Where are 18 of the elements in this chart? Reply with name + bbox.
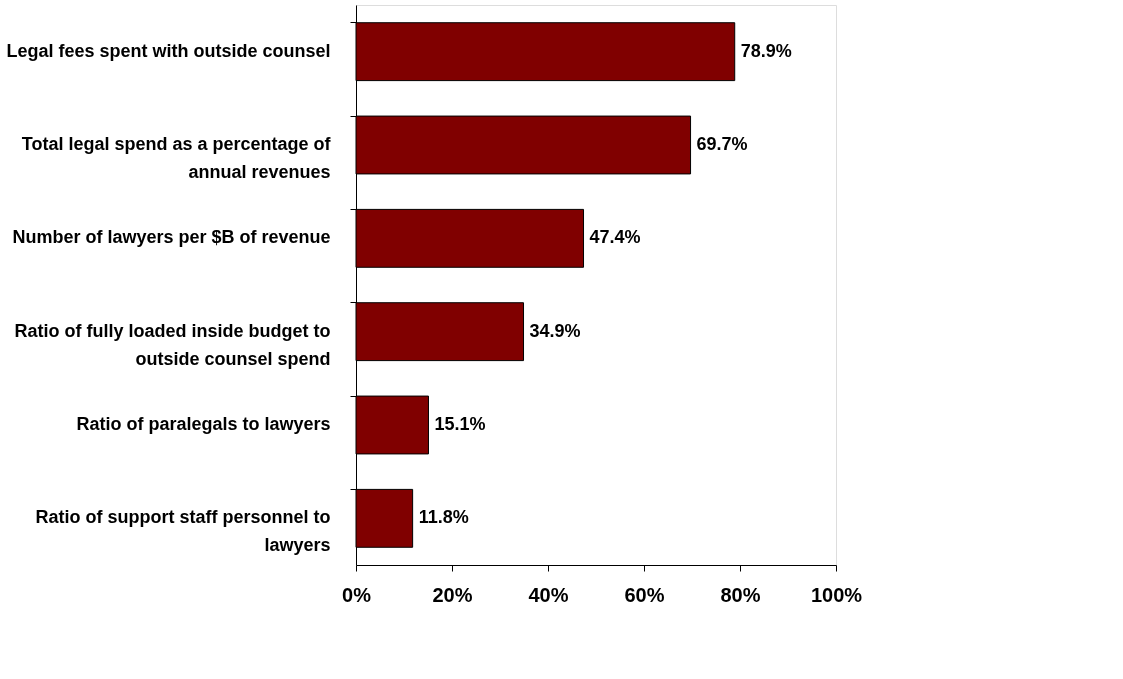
x-tick-label: 100% xyxy=(810,583,863,606)
y-tick-label: Ratio of fully loaded inside budget to outside counsel spend xyxy=(14,320,331,369)
y-tick-label: Number of lawyers per $B of revenue xyxy=(12,227,331,248)
data-label: 78.9% xyxy=(740,40,792,61)
y-tick-label: Total legal spend as a percentage of annual revenues xyxy=(21,134,332,182)
data-label: 69.7% xyxy=(696,134,748,154)
x-tick-label: 0% xyxy=(342,583,372,606)
x-tick-label: 60% xyxy=(624,583,665,606)
data-label: 47.4% xyxy=(589,227,641,248)
y-tick-label: Ratio of paralegals to lawyers xyxy=(76,414,331,434)
y-tick-label: Legal fees spent with outside counsel xyxy=(6,40,331,61)
data-label: 34.9% xyxy=(529,320,581,341)
data-label: 15.1% xyxy=(434,414,486,434)
x-tick-label: 80% xyxy=(720,583,761,606)
x-tick-label: 20% xyxy=(432,583,473,606)
x-tick-label: 40% xyxy=(528,583,569,606)
y-tick-label: Ratio of support staff personnel to lawyers xyxy=(35,507,331,556)
data-label: 11.8% xyxy=(418,507,469,528)
